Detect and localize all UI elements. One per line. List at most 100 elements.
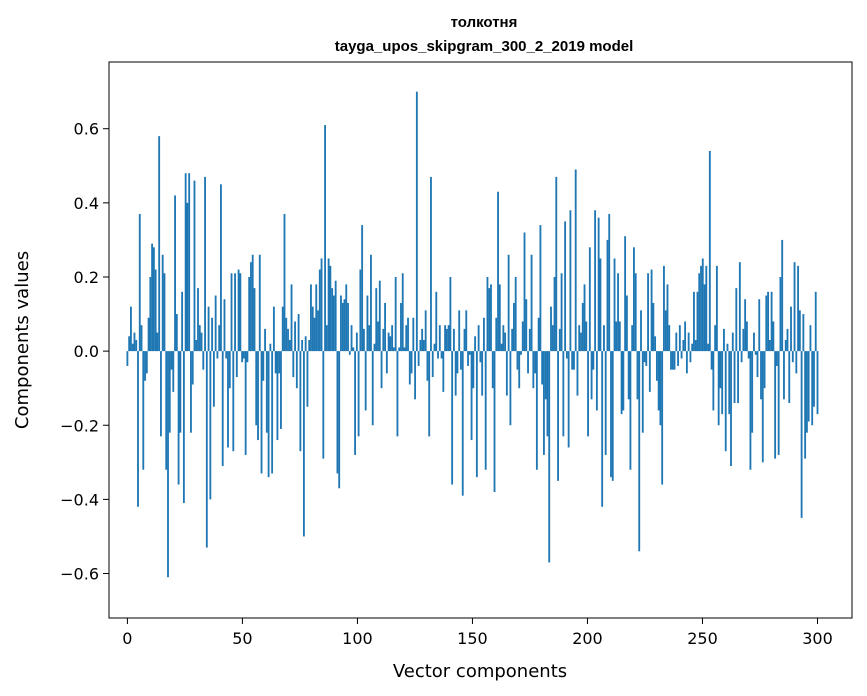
bar [297,314,300,352]
bar [274,351,277,374]
bar [569,210,572,352]
bar [685,351,688,374]
bar [458,310,461,352]
bar [204,176,206,352]
bar [377,321,379,352]
bar [167,351,169,578]
bar [131,343,134,352]
bar [523,232,526,352]
bar [661,351,664,485]
y-axis-label: Components values [12,251,33,429]
bar [144,351,146,381]
bar [700,265,702,352]
bar [156,332,159,352]
bar [594,210,597,352]
bar [398,347,401,352]
bar [251,254,254,352]
bar [581,302,584,352]
bar [555,176,558,352]
bar [745,321,748,352]
bar [583,284,586,352]
bar [287,328,289,352]
bar [505,351,508,396]
bar [488,288,491,352]
plot-frame [108,61,853,619]
bar [525,299,528,352]
bar [283,213,286,352]
bar [325,325,328,352]
bar [790,306,792,352]
bar [340,295,342,352]
bar [465,310,468,352]
bar [511,328,514,352]
bar [195,340,198,352]
bar [576,351,579,396]
bar [364,351,367,411]
bar [152,247,155,352]
bar [400,302,402,352]
bar [336,351,339,474]
bar [310,284,312,352]
bar [738,262,741,352]
bar [645,351,648,366]
chart-title: толкотня [451,14,518,31]
bar [784,340,787,352]
bar [385,351,388,374]
bar [475,351,478,478]
bar [535,351,538,470]
bar [207,306,210,352]
bar [218,325,221,352]
bar [237,269,240,352]
bar [551,325,554,352]
bar [493,351,496,492]
bar [714,325,717,352]
bar [419,340,422,352]
bar [447,325,450,352]
bar [641,351,644,433]
bar [264,328,266,352]
bar [573,351,575,370]
bar [130,306,132,352]
bar [267,351,270,478]
bar [816,351,819,415]
x-tick-label: 150 [457,629,488,648]
bar [172,351,175,392]
bar [592,351,595,370]
bar [410,351,413,374]
bar [389,336,392,352]
bar [597,217,600,352]
bar [392,347,395,352]
bar [181,291,184,352]
bar [657,351,660,411]
bar [179,351,182,433]
bar [543,351,545,455]
bar [664,310,667,352]
bar [472,351,475,389]
bar [338,351,341,489]
bar [580,332,582,352]
bar [230,273,233,352]
y-tick-label: −0.2 [60,416,99,435]
bar [437,351,439,359]
bar [191,351,194,385]
bar [368,325,371,352]
bar [461,351,464,496]
bar [431,351,434,378]
bar [756,351,759,378]
bar [182,351,185,504]
bar [470,351,473,441]
bar [550,306,552,352]
bar [193,180,196,352]
bar [807,351,810,422]
bar [689,351,692,363]
bar [802,314,805,352]
bar [341,302,344,352]
y-tick-label: −0.6 [60,565,99,584]
bar [248,276,251,352]
bar [306,351,309,407]
bar [228,351,231,389]
bar [422,340,425,352]
bar [717,351,720,426]
bar [622,351,625,411]
bar [145,351,148,374]
